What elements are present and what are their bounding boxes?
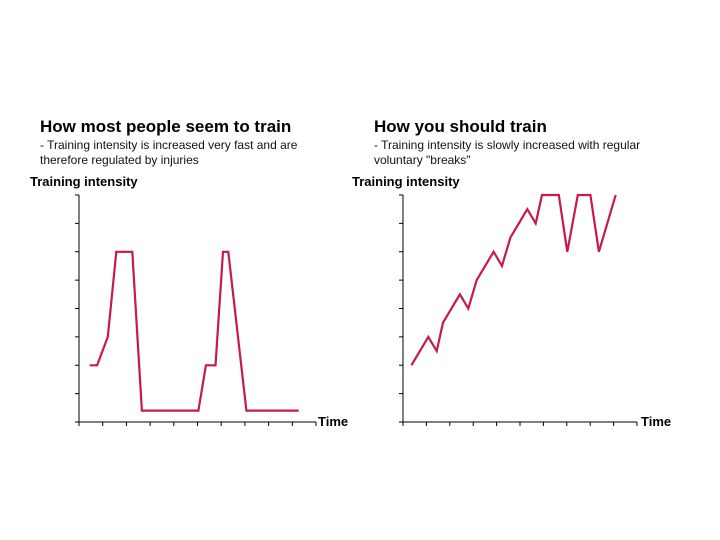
intensity-line [410, 193, 617, 366]
chart-subtitle-right: - Training intensity is slowly increased… [374, 138, 641, 167]
x-axis-label-right: Time [641, 414, 671, 429]
chart-left: Training intensity Time [30, 174, 348, 429]
chart-title-left: How most people seem to train [40, 117, 292, 136]
y-axis-label-left: Training intensity [30, 174, 138, 189]
chart-title-right: How you should train [374, 117, 547, 136]
intensity-line [89, 250, 299, 412]
x-axis-label-left: Time [318, 414, 348, 429]
chart-right: Training intensity Time [352, 174, 671, 429]
y-axis-label-right: Training intensity [352, 174, 460, 189]
chart-subtitle-left: - Training intensity is increased very f… [40, 138, 298, 167]
